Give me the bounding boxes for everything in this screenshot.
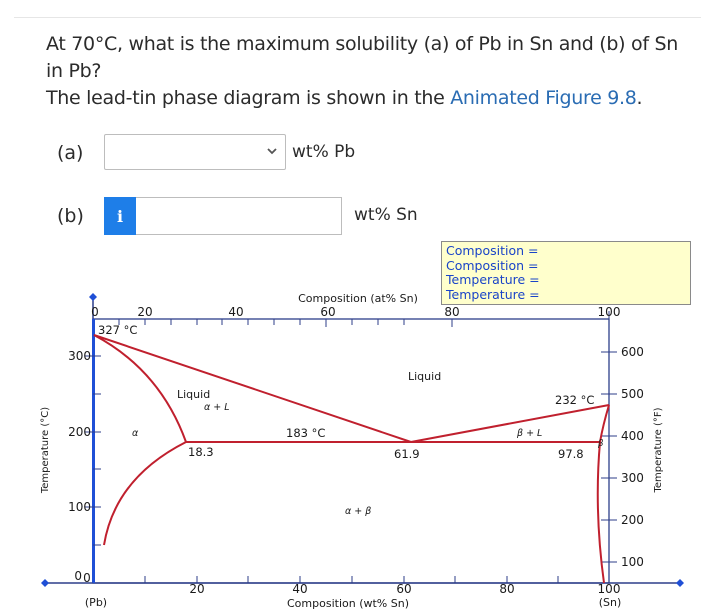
bottom-ticks	[144, 576, 559, 583]
bottom-end-label-sn: (Sn)	[599, 596, 622, 609]
bottom-right-marker	[676, 579, 684, 587]
question-line-2: The lead-tin phase diagram is shown in t…	[46, 85, 686, 112]
solvus-beta	[596, 441, 605, 584]
bottom-left-marker	[41, 579, 49, 587]
bottom-axis-title: Composition (wt% Sn)	[287, 597, 409, 610]
part-b-input[interactable]	[136, 197, 342, 235]
question-line-1: At 70°C, what is the maximum solubility …	[46, 33, 678, 82]
left-tick-100: 100	[68, 500, 91, 514]
liquidus-left	[93, 334, 412, 443]
alpha-plus-liquid-label: α + L	[204, 402, 230, 413]
bottom-tick-20: 20	[189, 582, 204, 596]
bottom-tick-0: 0	[83, 571, 91, 585]
right-tick-400: 400	[621, 429, 644, 443]
top-tick-20: 20	[137, 305, 152, 319]
alpha-plus-beta-label: α + β	[345, 506, 371, 517]
part-b-unit: wt% Sn	[354, 205, 418, 225]
eutectic-composition-label: 61.9	[394, 447, 420, 461]
readout-composition-at: Composition =	[446, 243, 539, 258]
phase-boundaries	[93, 334, 610, 584]
plot-frame	[92, 318, 610, 584]
top-tick-0: 0	[91, 305, 99, 319]
top-tick-80: 80	[444, 305, 459, 319]
beta-limit-label: 97.8	[558, 447, 584, 461]
left-tick-300: 300	[68, 349, 91, 363]
question-line-2-prefix: The lead-tin phase diagram is shown in t…	[46, 87, 451, 109]
bottom-tick-40: 40	[292, 582, 307, 596]
part-a-label: (a)	[57, 142, 84, 164]
part-b-label: (b)	[57, 205, 84, 227]
liquid-region-label: Liquid	[408, 370, 441, 383]
top-tick-40: 40	[228, 305, 243, 319]
top-tick-60: 60	[320, 305, 335, 319]
solidus-beta	[599, 404, 610, 443]
solvus-alpha	[103, 441, 187, 546]
liquid-left-label: Liquid	[177, 388, 210, 401]
top-tick-100: 100	[598, 305, 621, 319]
chevron-down-icon	[267, 148, 277, 155]
animated-figure-link[interactable]: Animated Figure 9.8	[450, 87, 637, 109]
right-tick-600: 600	[621, 345, 644, 359]
right-ticks	[601, 351, 617, 563]
right-tick-500: 500	[621, 387, 644, 401]
left-axis-title: Temperature (°C)	[40, 407, 51, 494]
bottom-end-label-pb: (Pb)	[85, 596, 107, 609]
left-axis-marker	[89, 293, 97, 301]
beta-plus-liquid-label: β + L	[516, 428, 542, 439]
right-tick-100: 100	[621, 555, 644, 569]
left-tick-200: 200	[68, 425, 91, 439]
pb-axis-highlight	[92, 319, 95, 583]
sn-melting-point-label: 232 °C	[555, 393, 594, 407]
alpha-region-label: α	[132, 428, 139, 439]
part-a-select[interactable]	[104, 134, 286, 170]
coordinate-readout: Composition = Composition = Temperature …	[441, 241, 691, 305]
readout-temperature-f: Temperature =	[446, 286, 540, 302]
beta-region-label: β	[597, 439, 604, 449]
left-tick-0: 0	[74, 569, 82, 583]
top-divider	[14, 17, 701, 18]
info-icon[interactable]: i	[104, 197, 136, 235]
pb-melting-point-label: 327 °C	[98, 323, 137, 337]
right-axis-title: Temperature (°F)	[653, 407, 664, 493]
readout-temperature-c: Temperature =	[446, 272, 540, 287]
eutectic-temp-label: 183 °C	[286, 426, 325, 440]
part-a-unit: wt% Pb	[292, 142, 356, 162]
bottom-tick-80: 80	[499, 582, 514, 596]
solidus-alpha	[93, 334, 187, 443]
question-text: At 70°C, what is the maximum solubility …	[46, 31, 686, 112]
top-ticks	[92, 311, 610, 327]
right-tick-200: 200	[621, 513, 644, 527]
bottom-tick-100: 100	[598, 582, 621, 596]
right-tick-300: 300	[621, 471, 644, 485]
alpha-limit-label: 18.3	[188, 445, 214, 459]
top-axis-title: Composition (at% Sn)	[298, 292, 418, 305]
question-line-2-suffix: .	[636, 87, 643, 109]
left-ticks	[85, 355, 101, 584]
bottom-tick-60: 60	[396, 582, 411, 596]
liquidus-right	[410, 404, 610, 443]
readout-composition-wt: Composition =	[446, 257, 539, 273]
